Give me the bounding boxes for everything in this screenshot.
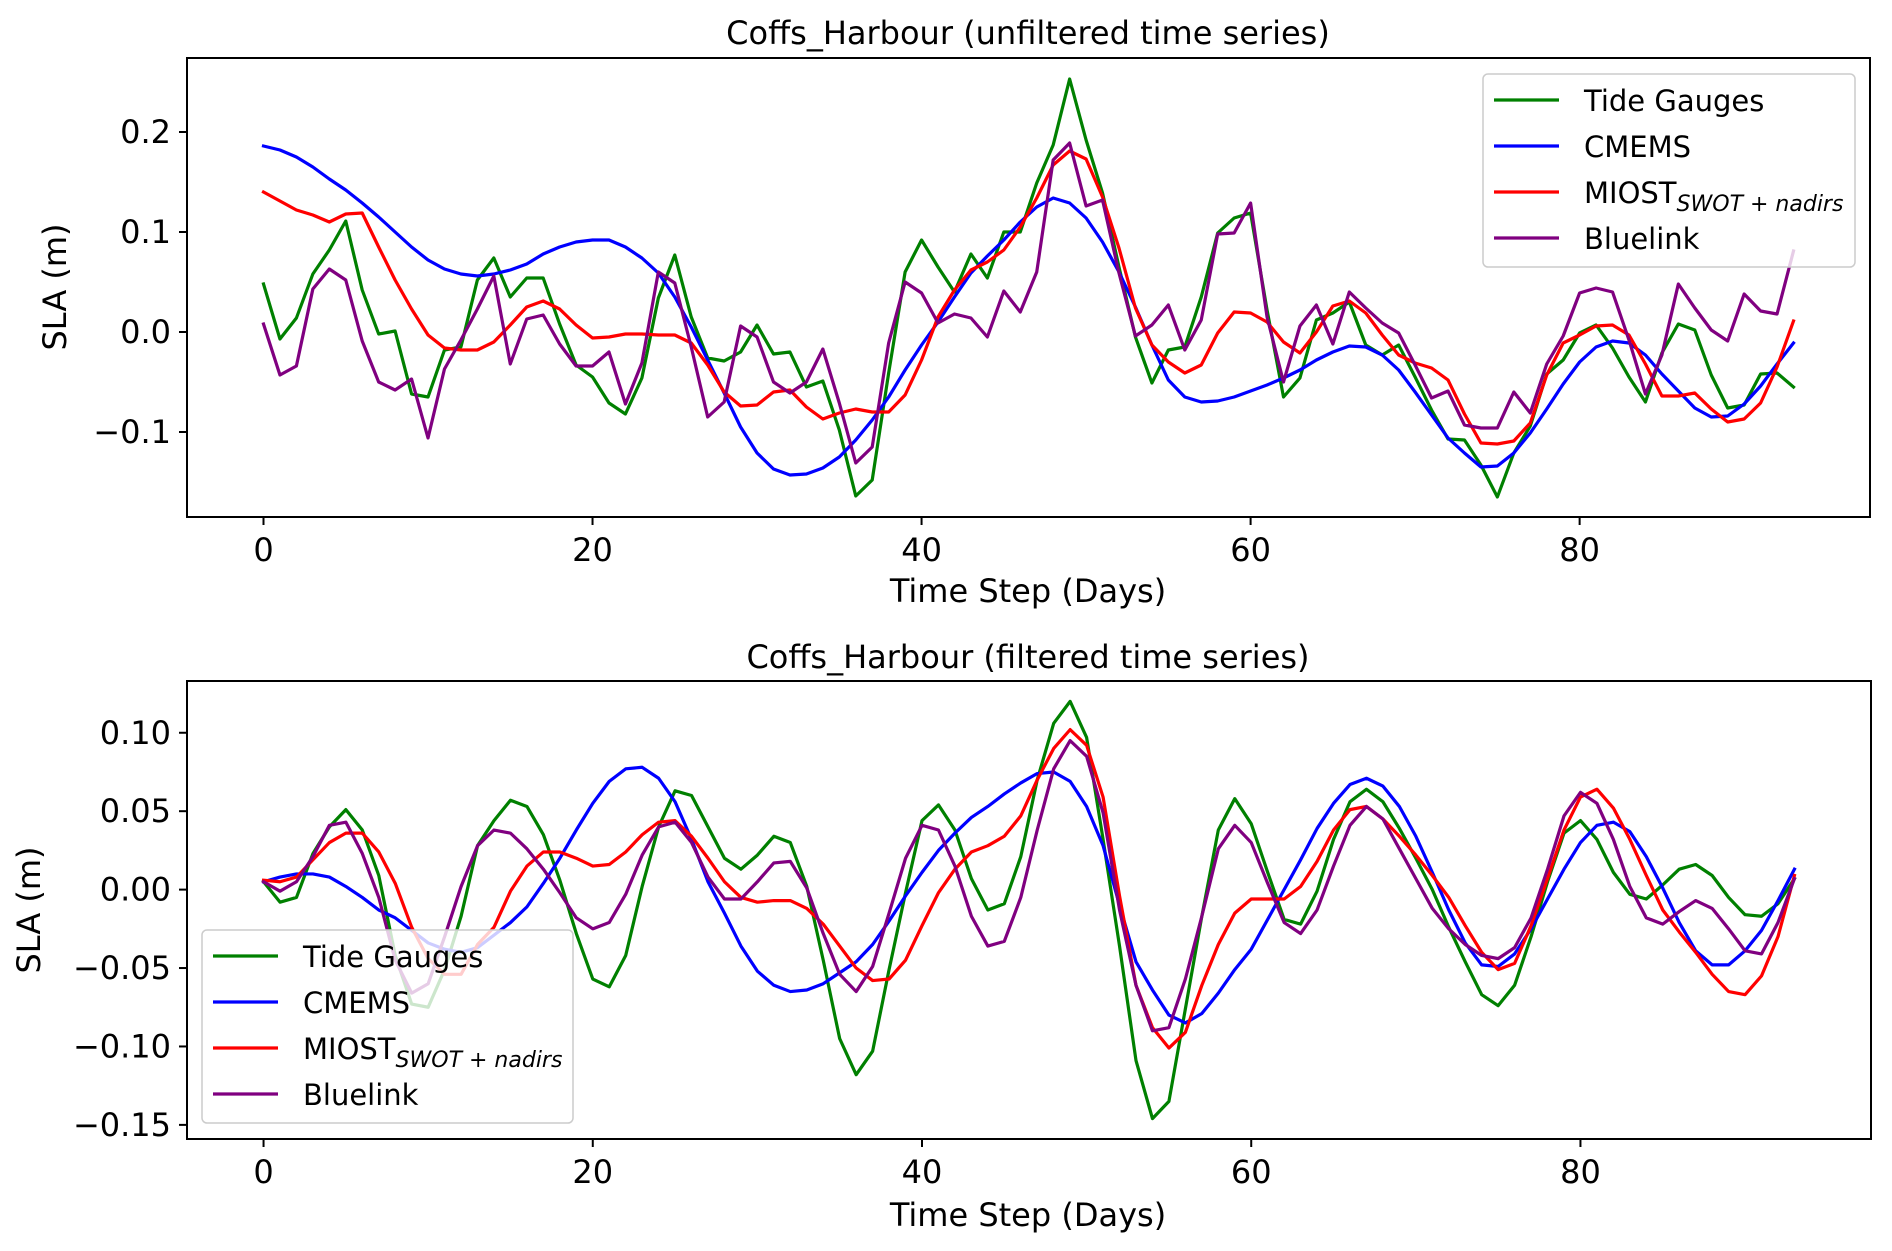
legend-frame [1482, 73, 1856, 268]
legend-frame [201, 929, 574, 1124]
x-tick-label: 20 [572, 1153, 613, 1191]
x-tick-label: 80 [1560, 1153, 1601, 1191]
legend-item: Bluelink [1494, 222, 1700, 256]
series-line-bluelink [261, 141, 1796, 465]
legend-item: Tide Gauges [1494, 84, 1764, 118]
y-tick-label: 0.10 [100, 714, 171, 752]
legend-item: CMEMS [213, 986, 410, 1020]
y-tick-label: −0.10 [73, 1027, 171, 1065]
x-tick-label: 40 [902, 1153, 943, 1191]
series-line-miost-swot-nadirs [261, 728, 1797, 1050]
chart-title: Coffs_Harbour (filtered time series) [746, 638, 1309, 676]
legend-label: Tide Gauges [302, 940, 483, 974]
y-tick-label: 0.0 [120, 313, 171, 351]
y-axis-ticks: −0.1 0.0 0.1 0.2 [93, 113, 187, 451]
y-axis-label: SLA (m) [36, 223, 74, 350]
series-line-bluelink [261, 738, 1797, 1033]
x-tick-label: 0 [253, 1153, 273, 1191]
x-tick-label: 80 [1559, 531, 1600, 569]
series-line-cmems [261, 765, 1797, 1025]
x-tick-label: 60 [1230, 531, 1271, 569]
y-axis-label: SLA (m) [10, 846, 48, 973]
series-lines [261, 699, 1797, 1121]
x-axis-label: Time Step (Days) [889, 1196, 1166, 1234]
unfiltered-subplot: Coffs_Harbour (unfiltered time series) 0… [36, 14, 1871, 610]
legend-item: CMEMS [1494, 130, 1691, 164]
x-axis-ticks: 0 20 40 60 80 [253, 1139, 1601, 1191]
legend-item: Tide Gauges [213, 940, 483, 974]
y-tick-label: −0.05 [73, 949, 171, 987]
x-axis-ticks: 0 20 40 60 80 [253, 517, 1600, 569]
axes-frame [186, 57, 1871, 518]
legend-label: CMEMS [1584, 130, 1691, 164]
x-axis-label: Time Step (Days) [889, 572, 1166, 610]
legend-label-subscript: SWOT + nadirs [396, 1048, 563, 1073]
axes-frame [186, 680, 1872, 1140]
y-tick-label: 0.2 [120, 113, 171, 151]
chart-title: Coffs_Harbour (unfiltered time series) [726, 14, 1330, 52]
y-tick-label: 0.1 [120, 213, 171, 251]
filtered-subplot: Coffs_Harbour (filtered time series) 0 20… [10, 638, 1872, 1234]
legend-label: CMEMS [303, 986, 410, 1020]
legend-label-subscript: SWOT + nadirs [1677, 192, 1844, 217]
series-line-miost-swot-nadirs [261, 149, 1796, 446]
x-tick-label: 0 [253, 531, 273, 569]
y-tick-label: −0.15 [73, 1106, 171, 1144]
y-tick-label: −0.1 [93, 413, 171, 451]
x-tick-label: 60 [1231, 1153, 1272, 1191]
y-tick-label: 0.05 [100, 792, 171, 830]
y-axis-ticks: −0.15 −0.10 −0.05 0.00 0.05 0.10 [73, 714, 187, 1144]
legend-label: Bluelink [1584, 222, 1700, 256]
series-lines [261, 77, 1796, 499]
series-line-tide-gauges [261, 699, 1797, 1121]
legend-item: Bluelink [213, 1078, 419, 1112]
x-tick-label: 20 [572, 531, 613, 569]
y-tick-label: 0.00 [100, 871, 171, 909]
legend-label: Bluelink [303, 1078, 419, 1112]
legend-label: Tide Gauges [1583, 84, 1764, 118]
x-tick-label: 40 [901, 531, 942, 569]
